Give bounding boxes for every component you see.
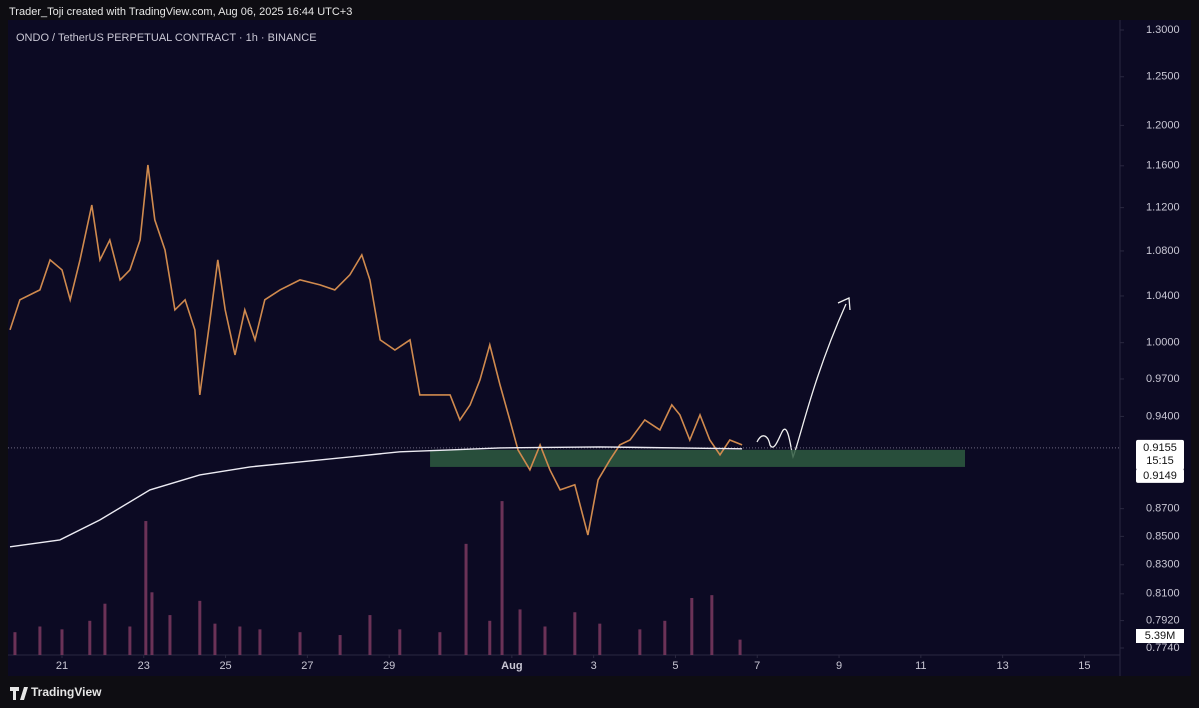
y-tick-label: 1.2500: [1146, 71, 1180, 83]
x-tick-label: 23: [138, 660, 150, 672]
y-tick-label: 0.8500: [1146, 530, 1180, 542]
volume-bar: [438, 632, 442, 655]
y-tick-label: 1.1600: [1146, 160, 1180, 172]
y-tick-label: 0.9700: [1146, 373, 1180, 385]
series-line: [9, 164, 743, 536]
countdown-label: 15:15: [1146, 455, 1174, 467]
x-tick-label: 5: [672, 660, 678, 672]
support-zone: [430, 449, 965, 467]
y-tick-label: 0.7740: [1146, 642, 1180, 654]
volume-bar: [663, 620, 667, 655]
chart-title: ONDO / TetherUS PERPETUAL CONTRACT · 1h …: [16, 32, 317, 44]
volume-bar: [88, 620, 92, 655]
volume-bar: [638, 629, 642, 655]
x-tick-label: 27: [301, 660, 313, 672]
y-tick-label: 0.8100: [1146, 588, 1180, 600]
y-tick-label: 1.0400: [1146, 290, 1180, 302]
y-tick-label: 0.9400: [1146, 410, 1180, 422]
volume-bar: [710, 595, 714, 655]
volume-label-bg: [1136, 629, 1184, 643]
volume-bar: [464, 543, 468, 655]
volume-bar: [488, 620, 492, 655]
x-tick-label: 25: [219, 660, 231, 672]
volume-bar: [518, 609, 522, 655]
volume-bar: [258, 629, 262, 655]
x-tick-label: 7: [754, 660, 760, 672]
y-tick-label: 1.0800: [1146, 245, 1180, 257]
volume-bar: [128, 626, 132, 655]
last-price-badge: [1136, 439, 1184, 470]
logo-text: TradingView: [31, 685, 102, 699]
volume-bar: [238, 626, 242, 655]
volume-bar: [338, 635, 342, 655]
volume-bar: [150, 592, 154, 655]
volume-bar: [298, 632, 302, 655]
y-tick-label: 1.3000: [1146, 24, 1180, 36]
volume-bar: [13, 632, 17, 655]
volume-bar: [168, 615, 172, 655]
y-tick-label: 0.7920: [1146, 615, 1180, 627]
volume-bar: [198, 600, 202, 655]
credit: Trader_Toji created with TradingView.com…: [9, 6, 352, 18]
y-tick-label: 1.1200: [1146, 202, 1180, 214]
x-tick-label: 3: [591, 660, 597, 672]
y-tick-label: 0.8700: [1146, 503, 1180, 515]
last-price-label: 0.9155: [1143, 442, 1177, 454]
forecast-arrow: [756, 297, 851, 459]
volume-label: 5.39M: [1145, 630, 1176, 642]
volume-bar: [398, 629, 402, 655]
x-tick-label: Aug: [501, 660, 522, 672]
series-line: [9, 446, 743, 548]
volume-bar: [38, 626, 42, 655]
x-tick-label: 13: [996, 660, 1008, 672]
volume-bar: [738, 639, 742, 655]
plot-bg: [8, 20, 1191, 676]
ma-label: 0.9149: [1143, 470, 1177, 482]
volume-bar: [690, 598, 694, 655]
volume-bar: [213, 623, 217, 655]
x-tick-label: 11: [915, 660, 926, 672]
y-tick-label: 1.0000: [1146, 337, 1180, 349]
volume-bar: [103, 603, 107, 655]
x-tick-label: 21: [56, 660, 68, 672]
logo: TradingView: [10, 685, 102, 700]
volume-bar: [500, 501, 504, 655]
y-tick-label: 0.8300: [1146, 559, 1180, 571]
volume-bar: [144, 521, 148, 655]
volume-bar: [573, 612, 577, 655]
x-tick-label: 15: [1078, 660, 1090, 672]
volume-bar: [543, 626, 547, 655]
x-tick-label: 29: [383, 660, 395, 672]
y-tick-label: 1.2000: [1146, 119, 1180, 131]
x-tick-label: 9: [836, 660, 842, 672]
ma-badge: [1136, 468, 1184, 483]
volume-bar: [60, 629, 64, 655]
volume-bar: [368, 615, 372, 655]
volume-bar: [598, 623, 602, 655]
